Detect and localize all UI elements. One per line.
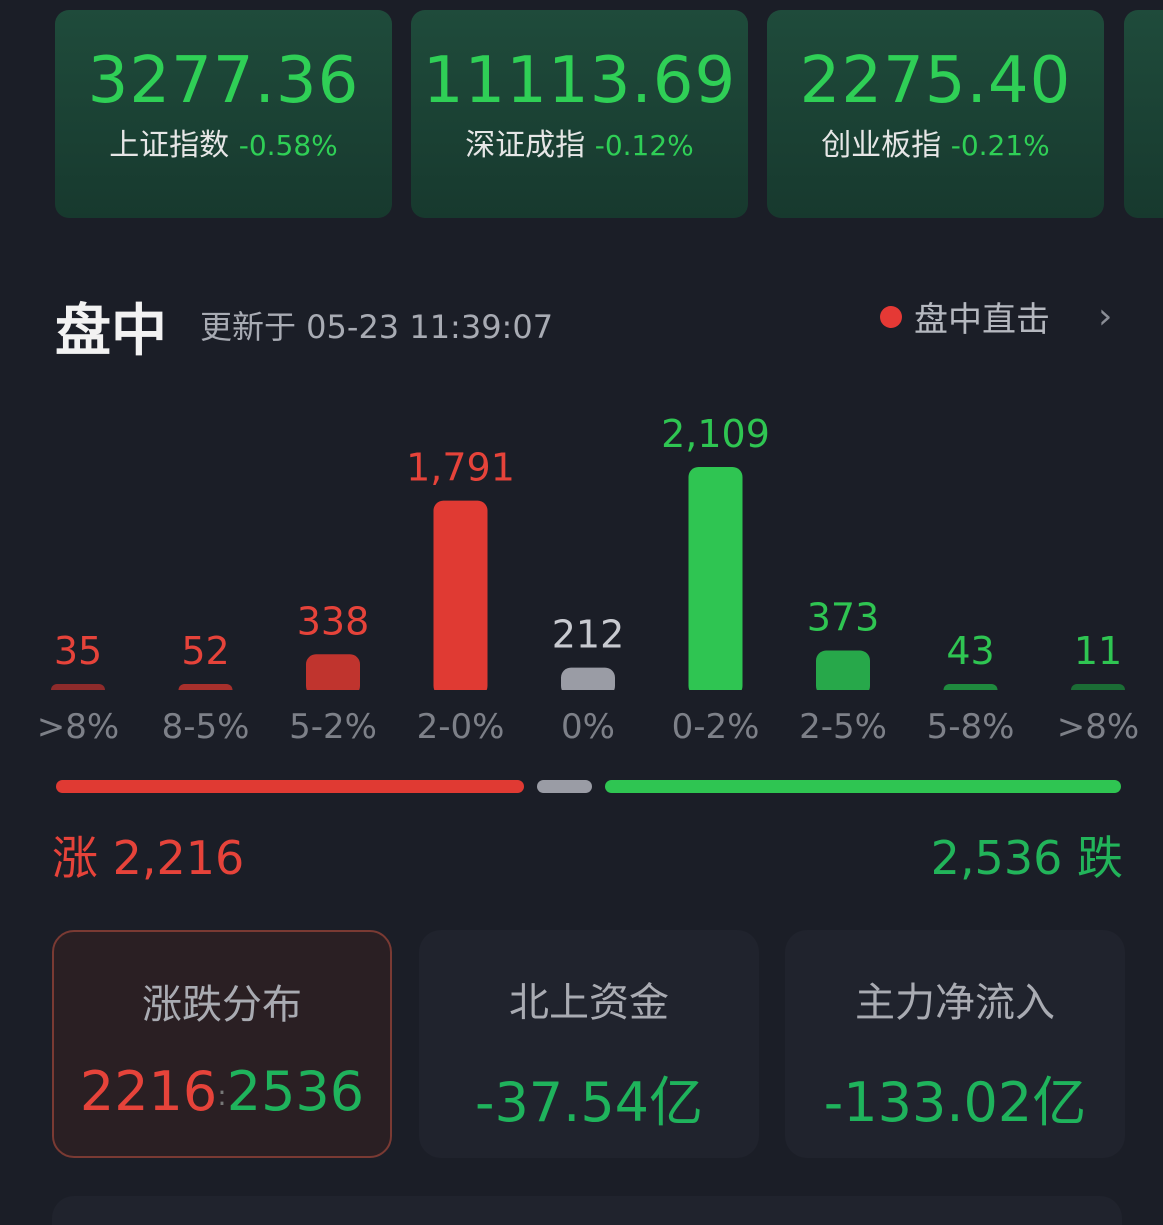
value-label: 52 [181,629,229,673]
index-card-partial[interactable] [1124,10,1163,218]
value-label: 2,109 [661,412,770,456]
box-value: -37.54亿 [474,1071,704,1134]
category-label: 5-8% [927,707,1015,747]
up-label: 涨 [52,831,98,885]
tab-main-inflow[interactable]: 主力净流入 -133.02亿 [785,930,1125,1158]
box-label: 北上资金 [509,980,669,1026]
down-count: 2,536 [930,831,1063,885]
tab-distribution[interactable]: 涨跌分布 2216:2536 [52,930,392,1158]
down-summary: 2,536 跌 [931,822,1123,888]
bar-3 [433,500,488,696]
value-label: 43 [946,629,994,673]
bar-4 [561,667,615,696]
distribution-chart: 35 >8% 52 8-5% 338 5-2% 1,791 2-0% 212 0% 2,109 0-2… [0,412,1163,747]
separator: : [217,1078,227,1112]
index-name: 深证成指 [465,128,586,163]
live-dot-icon [880,305,902,328]
category-label: 2-5% [799,707,887,747]
index-change: -0.12% [594,129,694,162]
index-card-shenzhen[interactable]: 11113.69 深证成指 -0.12% [411,10,748,218]
chevron-right-icon[interactable]: › [1098,296,1113,337]
next-card [52,1196,1122,1225]
section-title: 盘中 [55,299,167,364]
category-label: 5-2% [289,707,377,747]
tab-northbound[interactable]: 北上资金 -37.54亿 [419,930,759,1158]
category-label: 2-0% [417,707,505,747]
value-label: 373 [807,596,880,640]
down-label: 跌 [1077,831,1123,885]
box-label: 涨跌分布 [142,982,302,1028]
down-ratio-bar [605,780,1121,793]
category-label: >8% [37,707,119,747]
live-link[interactable]: 盘中直击 [880,292,1050,341]
category-label: 0% [561,707,615,747]
up-count: 2,216 [112,831,245,885]
baseline-mask [0,690,1163,698]
down-count: 2536 [226,1060,365,1123]
index-name: 创业板指 [821,128,942,163]
flat-ratio-bar [537,780,592,793]
index-value: 3277.36 [87,44,360,118]
bar-6 [816,650,870,696]
value-label: 212 [552,613,625,657]
index-change: -0.21% [950,129,1050,162]
update-time: 更新于 05-23 11:39:07 [200,308,554,346]
bar-5 [688,467,743,696]
value-label: 338 [297,599,370,643]
index-name: 上证指数 [109,128,230,163]
up-count: 2216 [79,1060,218,1123]
index-value: 2275.40 [799,44,1072,118]
bar-2 [306,654,360,696]
index-card-chinext[interactable]: 2275.40 创业板指 -0.21% [767,10,1104,218]
category-label: 0-2% [672,707,760,747]
index-change: -0.58% [238,129,338,162]
category-label: 8-5% [162,707,250,747]
box-label: 主力净流入 [855,980,1055,1026]
box-value: -133.02亿 [823,1071,1087,1134]
value-label: 11 [1074,629,1122,673]
up-ratio-bar [56,780,524,793]
index-value: 11113.69 [422,44,737,118]
value-label: 1,791 [406,446,515,490]
up-summary: 涨 2,216 [52,822,244,888]
value-label: 35 [54,629,102,673]
index-card-shanghai[interactable]: 3277.36 上证指数 -0.58% [55,10,392,218]
live-label: 盘中直击 [914,300,1050,340]
category-label: >8% [1057,707,1139,747]
